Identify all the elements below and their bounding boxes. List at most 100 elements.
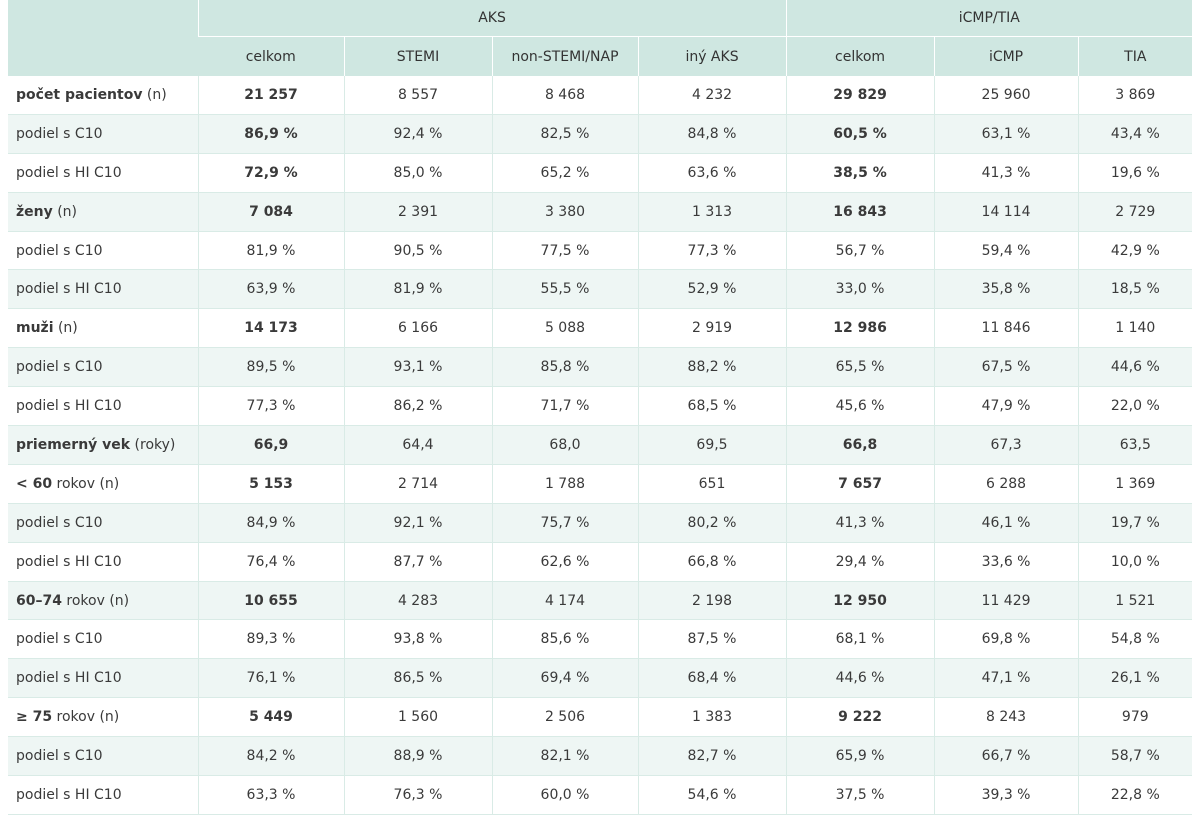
- table-cell: 76,1 %: [197, 658, 344, 699]
- table-row: muži (n) 14 173 6 166 5 088 2 919 12 986 11 84…: [8, 308, 1193, 349]
- row-label: ženy (n): [8, 192, 198, 232]
- table-cell: 7 084: [197, 192, 344, 232]
- table-cell: 12 986: [785, 308, 935, 349]
- table-cell: 67,3: [933, 425, 1079, 465]
- table-cell: 5 153: [197, 464, 344, 504]
- table-cell: 86,9 %: [197, 114, 344, 154]
- table-cell: 1 560: [343, 697, 492, 738]
- row-label: < 60 rokov (n): [8, 464, 198, 504]
- table-cell: 67,5 %: [933, 347, 1079, 388]
- table-cell: 4 232: [637, 76, 787, 115]
- table-row: ≥ 75 rokov (n) 5 449 1 560 2 506 1 383 9 222 8…: [8, 697, 1193, 738]
- table-cell: 47,1 %: [933, 658, 1079, 699]
- row-label-text: podiel s C10: [16, 514, 103, 531]
- table-cell: 8 557: [343, 76, 492, 115]
- group-header-aks: AKS: [197, 0, 787, 37]
- table-cell: 52,9 %: [637, 269, 787, 310]
- column-header: iCMP: [933, 36, 1079, 76]
- table-cell: 10,0 %: [1077, 542, 1193, 582]
- table-cell: 65,5 %: [785, 347, 935, 388]
- column-header: STEMI: [343, 36, 492, 76]
- table-cell: 66,8 %: [637, 542, 787, 582]
- table-cell: 85,0 %: [343, 153, 492, 193]
- table-row: podiel s C10 89,5 % 93,1 % 85,8 % 88,2 % 65,5…: [8, 347, 1193, 388]
- table-cell: 84,2 %: [197, 736, 344, 777]
- row-label-text: podiel s HI C10: [16, 398, 122, 415]
- table-cell: 69,5: [637, 425, 787, 465]
- table-cell: 80,2 %: [637, 503, 787, 543]
- table-cell: 64,4: [343, 425, 492, 465]
- row-label-text: podiel s HI C10: [16, 281, 122, 298]
- table-cell: 37,5 %: [785, 775, 935, 815]
- row-label: podiel s HI C10: [8, 775, 198, 815]
- row-label: podiel s C10: [8, 503, 198, 543]
- table-cell: 47,9 %: [933, 386, 1079, 427]
- table-cell: 11 429: [933, 581, 1079, 621]
- table-cell: 88,9 %: [343, 736, 492, 777]
- table-cell: 76,3 %: [343, 775, 492, 815]
- row-label: muži (n): [8, 308, 198, 349]
- row-label-bold: priemerný vek: [16, 436, 131, 453]
- table-cell: 1 383: [637, 697, 787, 738]
- table-cell: 1 140: [1077, 308, 1193, 349]
- row-label-bold: počet pacientov: [16, 86, 143, 103]
- table-cell: 46,1 %: [933, 503, 1079, 543]
- row-label: počet pacientov (n): [8, 76, 198, 115]
- table-cell: 86,5 %: [343, 658, 492, 699]
- table-cell: 68,1 %: [785, 619, 935, 660]
- table-cell: 93,1 %: [343, 347, 492, 388]
- table-cell: 16 843: [785, 192, 935, 232]
- table-row: podiel s HI C10 76,4 % 87,7 % 62,6 % 66,8 % 2…: [8, 542, 1193, 582]
- table-cell: 55,5 %: [491, 269, 638, 310]
- row-label: priemerný vek (roky): [8, 425, 198, 465]
- row-label-text: (roky): [130, 436, 176, 453]
- table-cell: 38,5 %: [785, 153, 935, 193]
- table-cell: 10 655: [197, 581, 344, 621]
- table-cell: 63,5: [1077, 425, 1193, 465]
- table-cell: 25 960: [933, 76, 1079, 115]
- row-label: podiel s HI C10: [8, 269, 198, 310]
- table-cell: 44,6 %: [1077, 347, 1193, 388]
- table-cell: 12 950: [785, 581, 935, 621]
- table-cell: 1 369: [1077, 464, 1193, 504]
- table-cell: 77,3 %: [197, 386, 344, 427]
- table-cell: 29 829: [785, 76, 935, 115]
- table-cell: 11 846: [933, 308, 1079, 349]
- row-label-bold: muži: [16, 320, 54, 337]
- table-row: podiel s HI C10 77,3 % 86,2 % 71,7 % 68,5 % 4…: [8, 386, 1193, 427]
- row-label: podiel s C10: [8, 736, 198, 777]
- table-cell: 54,8 %: [1077, 619, 1193, 660]
- row-label-text: podiel s HI C10: [16, 786, 122, 803]
- table-cell: 1 313: [637, 192, 787, 232]
- table-cell: 72,9 %: [197, 153, 344, 193]
- table-cell: 41,3 %: [785, 503, 935, 543]
- table-cell: 82,1 %: [491, 736, 638, 777]
- table-cell: 3 869: [1077, 76, 1193, 115]
- table-cell: 39,3 %: [933, 775, 1079, 815]
- table-cell: 41,3 %: [933, 153, 1079, 193]
- table-cell: 29,4 %: [785, 542, 935, 582]
- table-cell: 60,0 %: [491, 775, 638, 815]
- table-cell: 43,4 %: [1077, 114, 1193, 154]
- table-cell: 82,7 %: [637, 736, 787, 777]
- table-cell: 63,9 %: [197, 269, 344, 310]
- row-label: podiel s C10: [8, 619, 198, 660]
- row-label-text: podiel s C10: [16, 359, 103, 376]
- table-row: podiel s C10 81,9 % 90,5 % 77,5 % 77,3 % 56,7…: [8, 231, 1193, 271]
- column-header: celkom: [198, 36, 344, 76]
- table-cell: 77,5 %: [491, 231, 638, 271]
- table-cell: 58,7 %: [1077, 736, 1193, 777]
- row-label: podiel s HI C10: [8, 153, 198, 193]
- table-cell: 4 283: [343, 581, 492, 621]
- table-cell: 3 380: [491, 192, 638, 232]
- row-label-text: (n): [52, 203, 77, 220]
- table-cell: 33,6 %: [933, 542, 1079, 582]
- row-label-text: podiel s C10: [16, 748, 103, 765]
- table-row: podiel s HI C10 63,3 % 76,3 % 60,0 % 54,6 % 3…: [8, 775, 1193, 815]
- table-cell: 65,9 %: [785, 736, 935, 777]
- row-label-text: rokov (n): [61, 592, 130, 609]
- row-label: podiel s C10: [8, 231, 198, 271]
- table-cell: 6 288: [933, 464, 1079, 504]
- table-cell: 35,8 %: [933, 269, 1079, 310]
- table-row: podiel s HI C10 63,9 % 81,9 % 55,5 % 52,9 % 3…: [8, 269, 1193, 310]
